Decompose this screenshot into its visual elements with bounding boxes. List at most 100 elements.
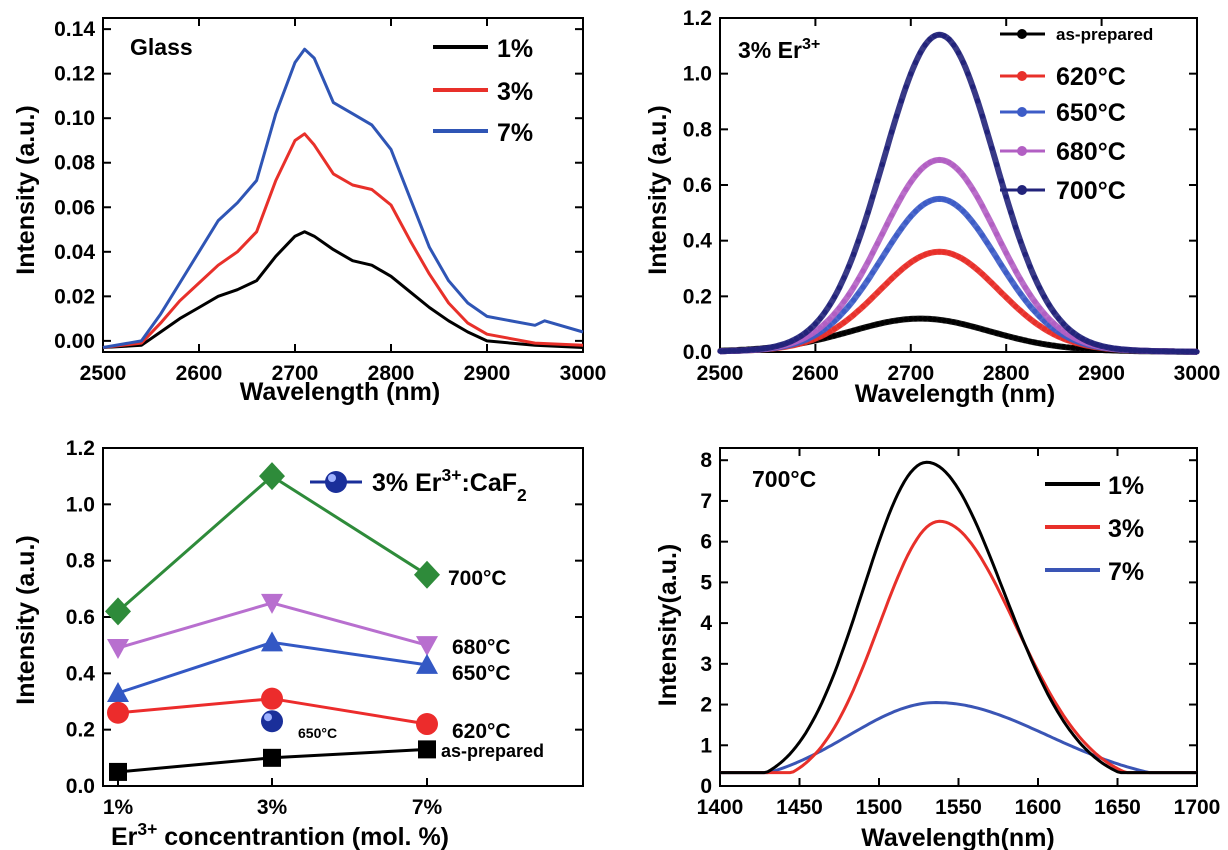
series-marker-conc-680	[261, 593, 283, 614]
series-point-3pct-680	[922, 163, 928, 169]
panel-a-xtick-label: 2700	[272, 362, 319, 385]
series-point-3pct-650	[879, 255, 885, 261]
panel-a-axes: 0.00 0.02 0.04 0.06 0.08 0.10 0.12 0.14 2500 2600…	[54, 17, 606, 385]
panel-b-axes: 0.0 0.2 0.4 0.6 0.8 1.0 1.2 2500 2600 2700 2800 290…	[683, 7, 1221, 385]
series-point-3pct-as-prepared	[932, 316, 938, 322]
series-point-3pct-700	[736, 348, 742, 354]
panel-a-title: Glass	[130, 34, 193, 60]
series-point-3pct-650	[1041, 318, 1047, 324]
series-point-3pct-700	[898, 98, 904, 104]
series-point-3pct-620	[970, 263, 976, 269]
series-point-3pct-as-prepared	[922, 316, 928, 322]
panel-d-series	[720, 460, 1197, 775]
series-line-glass-3pct	[102, 132, 584, 349]
series-point-3pct-as-prepared	[1037, 340, 1043, 346]
series-point-3pct-700	[874, 178, 881, 184]
series-point-3pct-700	[1127, 347, 1133, 353]
annotation-620: 620°C	[452, 720, 511, 743]
series-point-3pct-650	[874, 262, 881, 268]
series-point-3pct-700	[774, 343, 780, 349]
series-point-3pct-700	[1022, 251, 1028, 257]
series-point-3pct-650	[989, 247, 995, 253]
panel-d-ytick-label: 6	[700, 531, 712, 554]
legend-marker-as-prepared	[1017, 29, 1027, 39]
series-point-3pct-as-prepared	[960, 321, 966, 327]
series-point-3pct-680	[951, 163, 957, 169]
panel-c-axes: 0.0 0.2 0.4 0.6 0.8 1.0 1.2 1% 3% 7%	[66, 437, 584, 819]
series-point-3pct-700	[932, 33, 938, 39]
series-marker-conc-as-prepared	[109, 762, 127, 781]
series-point-3pct-as-prepared	[908, 316, 914, 322]
series-point-3pct-700	[1084, 338, 1090, 344]
series-point-3pct-650	[1037, 313, 1043, 320]
series-point-3pct-680	[812, 328, 819, 334]
series-point-3pct-700	[1113, 346, 1119, 352]
series-point-3pct-680	[898, 194, 904, 200]
series-point-3pct-620	[827, 329, 833, 335]
series-point-3pct-620	[1013, 303, 1019, 310]
series-point-3pct-680	[879, 231, 885, 237]
series-point-3pct-680	[903, 186, 909, 192]
series-point-3pct-700	[1118, 346, 1124, 352]
series-marker-conc-700	[259, 462, 285, 491]
panel-d-title: 700°C	[752, 466, 816, 492]
series-point-3pct-620	[893, 271, 900, 277]
series-point-3pct-as-prepared	[903, 316, 909, 322]
series-point-3pct-650	[870, 270, 876, 276]
series-line-3pct-620	[719, 248, 1198, 355]
series-point-3pct-650	[941, 196, 947, 202]
series-point-3pct-700	[841, 275, 847, 281]
series-point-3pct-680	[1037, 305, 1043, 311]
series-point-3pct-620	[998, 290, 1005, 296]
panel-d-ytick-label: 1	[700, 734, 712, 757]
series-point-3pct-680	[989, 221, 995, 228]
series-point-3pct-650	[965, 213, 971, 219]
series-point-3pct-650	[913, 208, 919, 214]
panel-b-ytick-label: 1.0	[683, 63, 712, 86]
series-marker-conc-as-prepared	[263, 748, 281, 767]
series-marker-conc-as-prepared	[418, 740, 436, 759]
legend-label-as-prepared: as-prepared	[1056, 25, 1153, 44]
series-point-3pct-680	[960, 173, 966, 179]
panel-d-axes: 0 1 2 3 4 5 6 7 8 1400 1450 1500 1550 1600 1650 1700	[697, 447, 1221, 819]
series-point-3pct-as-prepared	[879, 320, 885, 326]
series-point-3pct-700	[836, 285, 842, 291]
series-point-3pct-700	[1175, 348, 1181, 355]
legend-label-700: 700°C	[1056, 177, 1126, 205]
series-point-3pct-620	[941, 249, 947, 255]
panel-d-ytick-label: 4	[700, 612, 712, 635]
series-point-3pct-650	[836, 313, 842, 320]
series-point-3pct-700	[1041, 294, 1047, 300]
series-point-3pct-680	[955, 167, 962, 173]
series-point-3pct-650	[994, 255, 1000, 261]
series-point-3pct-as-prepared	[936, 317, 943, 323]
series-point-3pct-620	[1037, 323, 1043, 329]
series-point-3pct-650	[955, 204, 962, 210]
series-point-3pct-700	[1003, 194, 1009, 200]
panel-d-ytick-label: 7	[700, 490, 712, 513]
series-point-3pct-680	[927, 159, 933, 166]
series-point-3pct-650	[951, 200, 957, 207]
series-point-3pct-700	[1146, 348, 1152, 354]
series-point-3pct-650	[917, 204, 923, 210]
series-point-3pct-620	[908, 259, 914, 265]
series-point-3pct-as-prepared	[874, 321, 881, 327]
series-point-3pct-650	[1003, 270, 1009, 276]
series-point-3pct-700	[1013, 224, 1019, 230]
series-point-3pct-620	[960, 256, 966, 262]
series-point-3pct-700	[1189, 349, 1195, 355]
series-point-3pct-620	[1027, 316, 1033, 322]
series-point-3pct-650	[927, 198, 933, 204]
panel-d-xtick-label: 1700	[1174, 796, 1221, 819]
series-point-3pct-700	[822, 309, 828, 315]
series-point-3pct-700	[803, 329, 809, 336]
series-point-3pct-as-prepared	[841, 330, 847, 336]
series-point-3pct-700	[827, 302, 833, 308]
series-point-3pct-as-prepared	[851, 327, 857, 334]
series-point-3pct-as-prepared	[846, 329, 852, 335]
legend-label-3pct: 3%	[497, 78, 533, 106]
series-point-3pct-680	[932, 158, 938, 164]
series-point-3pct-680	[941, 158, 947, 164]
panel-a-ylabel: Intensity (a.u.)	[12, 105, 40, 274]
series-point-3pct-700	[1161, 348, 1167, 354]
